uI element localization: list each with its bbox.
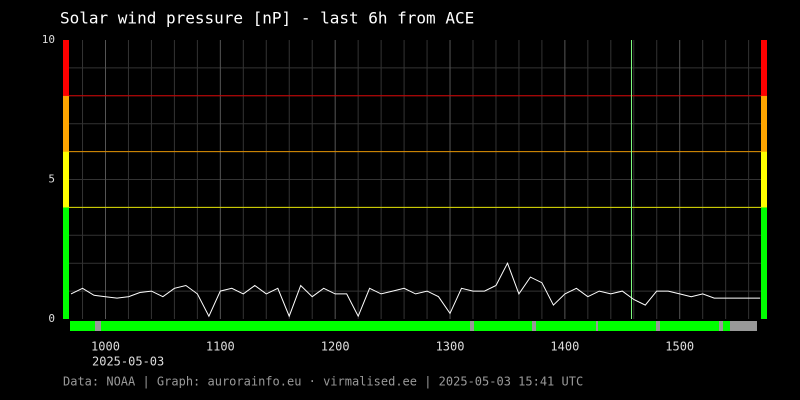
status-gap — [532, 321, 536, 331]
x-tick-label: 1500 — [665, 340, 694, 354]
x-tick-label: 1100 — [206, 340, 235, 354]
y-tick-label: 0 — [48, 312, 55, 325]
y-tick-label: 10 — [42, 33, 55, 46]
status-gap — [656, 321, 660, 331]
x-tick-label: 1300 — [436, 340, 465, 354]
level-band — [761, 207, 767, 319]
y-tick-label: 5 — [48, 173, 55, 186]
status-gap — [95, 321, 101, 331]
x-tick-label: 1400 — [550, 340, 579, 354]
status-gap — [719, 321, 723, 331]
date-label: 2025-05-03 — [92, 355, 164, 369]
footer: Data: NOAA | Graph: aurorainfo.eu · virm… — [63, 375, 583, 389]
data-line — [70, 261, 761, 318]
status-gap — [596, 321, 598, 331]
x-tick-label: 1200 — [321, 340, 350, 354]
x-tick-label: 1000 — [91, 340, 120, 354]
level-band — [63, 95, 69, 152]
level-band — [761, 95, 767, 152]
level-band — [761, 40, 767, 96]
level-band — [761, 151, 767, 208]
status-ok — [70, 321, 757, 331]
chart-title: Solar wind pressure [nP] - last 6h from … — [60, 9, 474, 28]
status-bar — [70, 321, 757, 331]
level-band — [63, 40, 69, 96]
level-band — [63, 151, 69, 208]
status-gap — [730, 321, 757, 331]
level-band — [63, 207, 69, 319]
status-gap — [470, 321, 474, 331]
